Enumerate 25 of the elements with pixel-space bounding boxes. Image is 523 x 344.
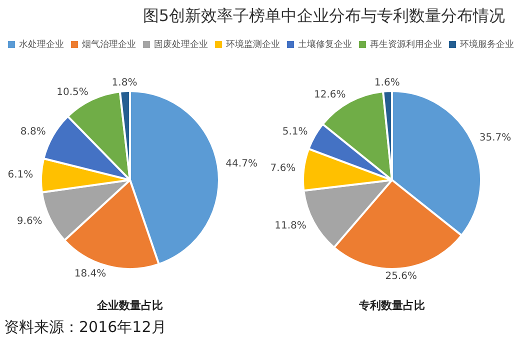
legend-label: 环境监测企业 bbox=[225, 38, 280, 51]
data-label: 10.5% bbox=[56, 86, 88, 98]
text: 专利数量占比 bbox=[358, 298, 426, 313]
data-label: 25.6% bbox=[385, 271, 418, 282]
data-label: 1.8% bbox=[112, 78, 138, 89]
data-label: 8.8% bbox=[20, 126, 46, 138]
legend-label: 再生资源利用企业 bbox=[369, 38, 442, 51]
data-label: 11.8% bbox=[274, 220, 306, 232]
data-label: 18.4% bbox=[74, 268, 106, 280]
data-label: 35.7% bbox=[479, 132, 512, 144]
data-label: 6.1% bbox=[8, 170, 34, 181]
text: 资料来源：2016年12月 bbox=[4, 318, 166, 337]
data-label: 1.6% bbox=[374, 78, 400, 89]
legend-label: 水处理企业 bbox=[18, 38, 64, 51]
data-label: 44.7% bbox=[226, 158, 258, 170]
legend-label: 土壤修复企业 bbox=[297, 38, 352, 51]
text: 企业数量占比 bbox=[96, 298, 164, 313]
legend-label: 固废处理企业 bbox=[153, 38, 208, 51]
legend-label: 烟气治理企业 bbox=[81, 38, 136, 51]
data-label: 12.6% bbox=[314, 89, 346, 100]
chart-title: 图5创新效率子榜单中企业分布与专利数量分布情况 bbox=[142, 6, 505, 27]
data-label: 7.6% bbox=[270, 163, 296, 174]
data-label: 5.1% bbox=[282, 126, 308, 138]
data-label: 9.6% bbox=[16, 216, 42, 228]
legend-label: 环境服务企业 bbox=[459, 38, 514, 51]
